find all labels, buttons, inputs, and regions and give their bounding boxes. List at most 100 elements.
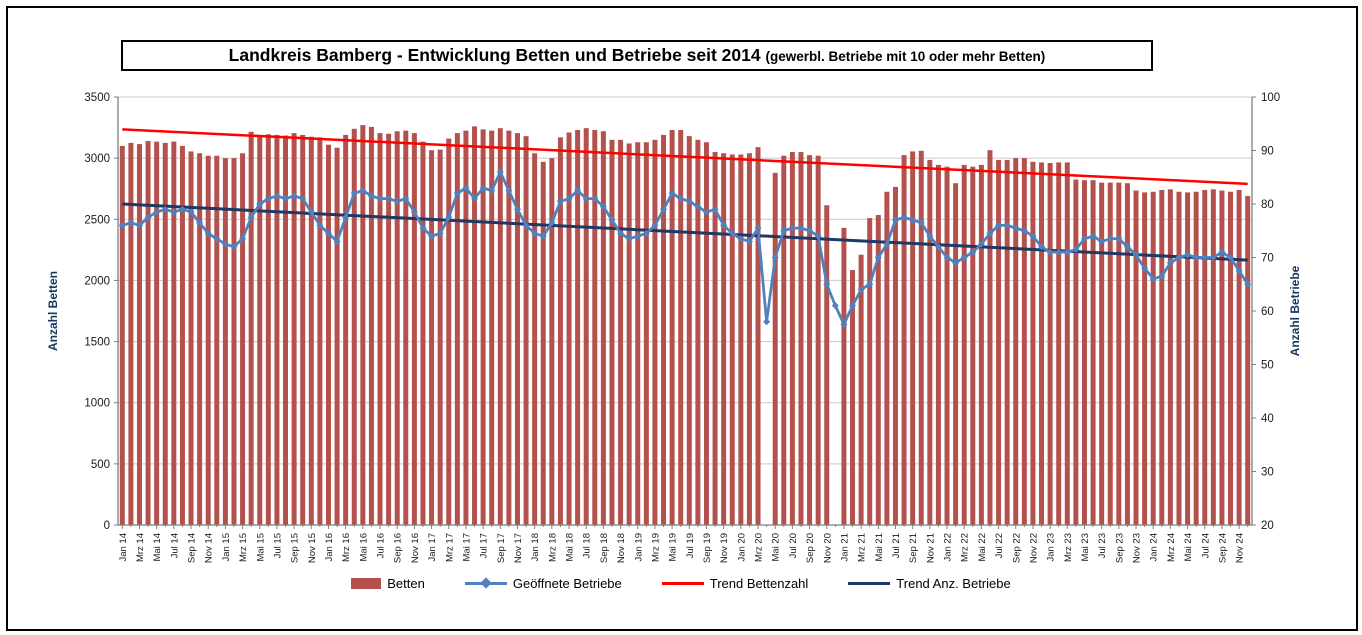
svg-text:1500: 1500	[84, 337, 110, 349]
svg-text:80: 80	[1261, 199, 1274, 211]
svg-text:Mai 23: Mai 23	[1080, 533, 1091, 562]
svg-text:Mai 15: Mai 15	[255, 533, 266, 562]
trend-betten-line-swatch	[661, 578, 704, 589]
svg-text:Jan 16: Jan 16	[324, 533, 335, 562]
svg-text:Jul 24: Jul 24	[1200, 533, 1211, 558]
svg-text:90: 90	[1261, 146, 1274, 158]
left-axis-title: Anzahl Betten	[46, 271, 60, 352]
svg-text:Sep 14: Sep 14	[187, 533, 198, 563]
svg-text:Nov 24: Nov 24	[1235, 533, 1246, 563]
legend-label-trend-bettenzahl: Trend Bettenzahl	[709, 576, 809, 591]
svg-text:Jan 19: Jan 19	[633, 533, 644, 562]
svg-text:3000: 3000	[84, 153, 110, 165]
svg-text:Mrz 23: Mrz 23	[1063, 533, 1074, 562]
svg-text:Nov 20: Nov 20	[822, 533, 833, 563]
svg-text:Jan 23: Jan 23	[1046, 533, 1057, 562]
svg-text:Mrz 21: Mrz 21	[857, 533, 868, 562]
svg-text:40: 40	[1261, 413, 1274, 425]
legend-label-trend-anz-betriebe: Trend Anz. Betriebe	[896, 576, 1011, 591]
svg-text:Nov 17: Nov 17	[513, 533, 524, 563]
svg-text:Mrz 24: Mrz 24	[1166, 533, 1177, 562]
chart-title-box: Landkreis Bamberg - Entwicklung Betten u…	[121, 40, 1153, 71]
svg-text:Mai 21: Mai 21	[874, 533, 885, 562]
svg-text:Sep 16: Sep 16	[393, 533, 404, 563]
chart-title-suffix: (gewerbl. Betriebe mit 10 oder mehr Bett…	[765, 49, 1046, 64]
svg-text:70: 70	[1261, 253, 1274, 265]
chart-title: Landkreis Bamberg - Entwicklung Betten u…	[228, 45, 766, 65]
svg-text:Mai 16: Mai 16	[358, 533, 369, 562]
svg-text:Jul 16: Jul 16	[376, 533, 387, 558]
svg-text:Jul 20: Jul 20	[788, 533, 799, 558]
svg-text:30: 30	[1261, 467, 1274, 479]
svg-text:Mrz 19: Mrz 19	[650, 533, 661, 562]
svg-text:Sep 19: Sep 19	[702, 533, 713, 563]
svg-text:Jan 22: Jan 22	[943, 533, 954, 562]
svg-text:Mrz 16: Mrz 16	[341, 533, 352, 562]
svg-text:Jul 21: Jul 21	[891, 533, 902, 558]
svg-text:Jul 19: Jul 19	[685, 533, 696, 558]
legend-item-betten: Betten	[351, 576, 425, 591]
svg-text:Sep 18: Sep 18	[599, 533, 610, 563]
svg-text:Jul 18: Jul 18	[582, 533, 593, 558]
svg-text:Jan 21: Jan 21	[839, 533, 850, 562]
legend-label-betten: Betten	[387, 576, 425, 591]
svg-text:50: 50	[1261, 360, 1274, 372]
svg-text:3500: 3500	[84, 92, 110, 104]
svg-text:Mrz 22: Mrz 22	[960, 533, 971, 562]
svg-text:Sep 24: Sep 24	[1217, 533, 1228, 563]
svg-text:Nov 19: Nov 19	[719, 533, 730, 563]
betten-bar-swatch	[351, 578, 382, 589]
betriebe-line-swatch	[464, 577, 507, 589]
svg-text:Jul 14: Jul 14	[169, 533, 180, 558]
svg-text:Mai 19: Mai 19	[668, 533, 679, 562]
svg-text:Jan 14: Jan 14	[118, 533, 129, 562]
legend: Betten Geöffnete Betriebe Trend Bettenza…	[0, 576, 1362, 591]
svg-text:Mrz 15: Mrz 15	[238, 533, 249, 562]
svg-text:Sep 15: Sep 15	[290, 533, 301, 563]
svg-text:60: 60	[1261, 306, 1274, 318]
svg-text:20: 20	[1261, 520, 1274, 532]
svg-text:Nov 14: Nov 14	[204, 533, 215, 563]
svg-text:Nov 23: Nov 23	[1132, 533, 1143, 563]
svg-text:Jan 17: Jan 17	[427, 533, 438, 562]
svg-text:Mrz 17: Mrz 17	[444, 533, 455, 562]
legend-item-trend-anz-betriebe: Trend Anz. Betriebe	[848, 576, 1011, 591]
svg-text:500: 500	[91, 459, 110, 471]
svg-text:Nov 22: Nov 22	[1028, 533, 1039, 563]
right-axis-title: Anzahl Betriebe	[1288, 265, 1302, 357]
svg-text:Mai 14: Mai 14	[152, 533, 163, 562]
svg-text:Jan 18: Jan 18	[530, 533, 541, 562]
svg-text:Nov 21: Nov 21	[925, 533, 936, 563]
legend-label-geoeffnete-betriebe: Geöffnete Betriebe	[512, 576, 622, 591]
svg-text:Mrz 18: Mrz 18	[547, 533, 558, 562]
svg-text:2500: 2500	[84, 214, 110, 226]
svg-text:1000: 1000	[84, 398, 110, 410]
svg-text:Mai 20: Mai 20	[771, 533, 782, 562]
svg-text:Jul 23: Jul 23	[1097, 533, 1108, 558]
svg-text:Sep 22: Sep 22	[1011, 533, 1022, 563]
svg-text:0: 0	[104, 520, 110, 532]
diamond-marker-icon	[480, 577, 492, 589]
svg-text:Mai 17: Mai 17	[461, 533, 472, 562]
svg-text:Mrz 20: Mrz 20	[754, 533, 765, 562]
svg-text:Jan 20: Jan 20	[736, 533, 747, 562]
trend-betriebe-line-swatch	[848, 578, 891, 589]
svg-text:100: 100	[1261, 92, 1280, 104]
svg-text:Jan 15: Jan 15	[221, 533, 232, 562]
svg-text:Sep 17: Sep 17	[496, 533, 507, 563]
svg-text:Jul 17: Jul 17	[479, 533, 490, 558]
svg-text:Sep 21: Sep 21	[908, 533, 919, 563]
legend-item-trend-bettenzahl: Trend Bettenzahl	[661, 576, 809, 591]
svg-text:Nov 16: Nov 16	[410, 533, 421, 563]
svg-text:Jul 15: Jul 15	[272, 533, 283, 558]
svg-text:2000: 2000	[84, 275, 110, 287]
svg-text:Mrz 14: Mrz 14	[135, 533, 146, 562]
svg-text:Nov 15: Nov 15	[307, 533, 318, 563]
svg-text:Mai 18: Mai 18	[565, 533, 576, 562]
svg-text:Jan 24: Jan 24	[1149, 533, 1160, 562]
svg-text:Mai 22: Mai 22	[977, 533, 988, 562]
legend-item-geoeffnete-betriebe: Geöffnete Betriebe	[464, 576, 622, 591]
svg-text:Mai 24: Mai 24	[1183, 533, 1194, 562]
